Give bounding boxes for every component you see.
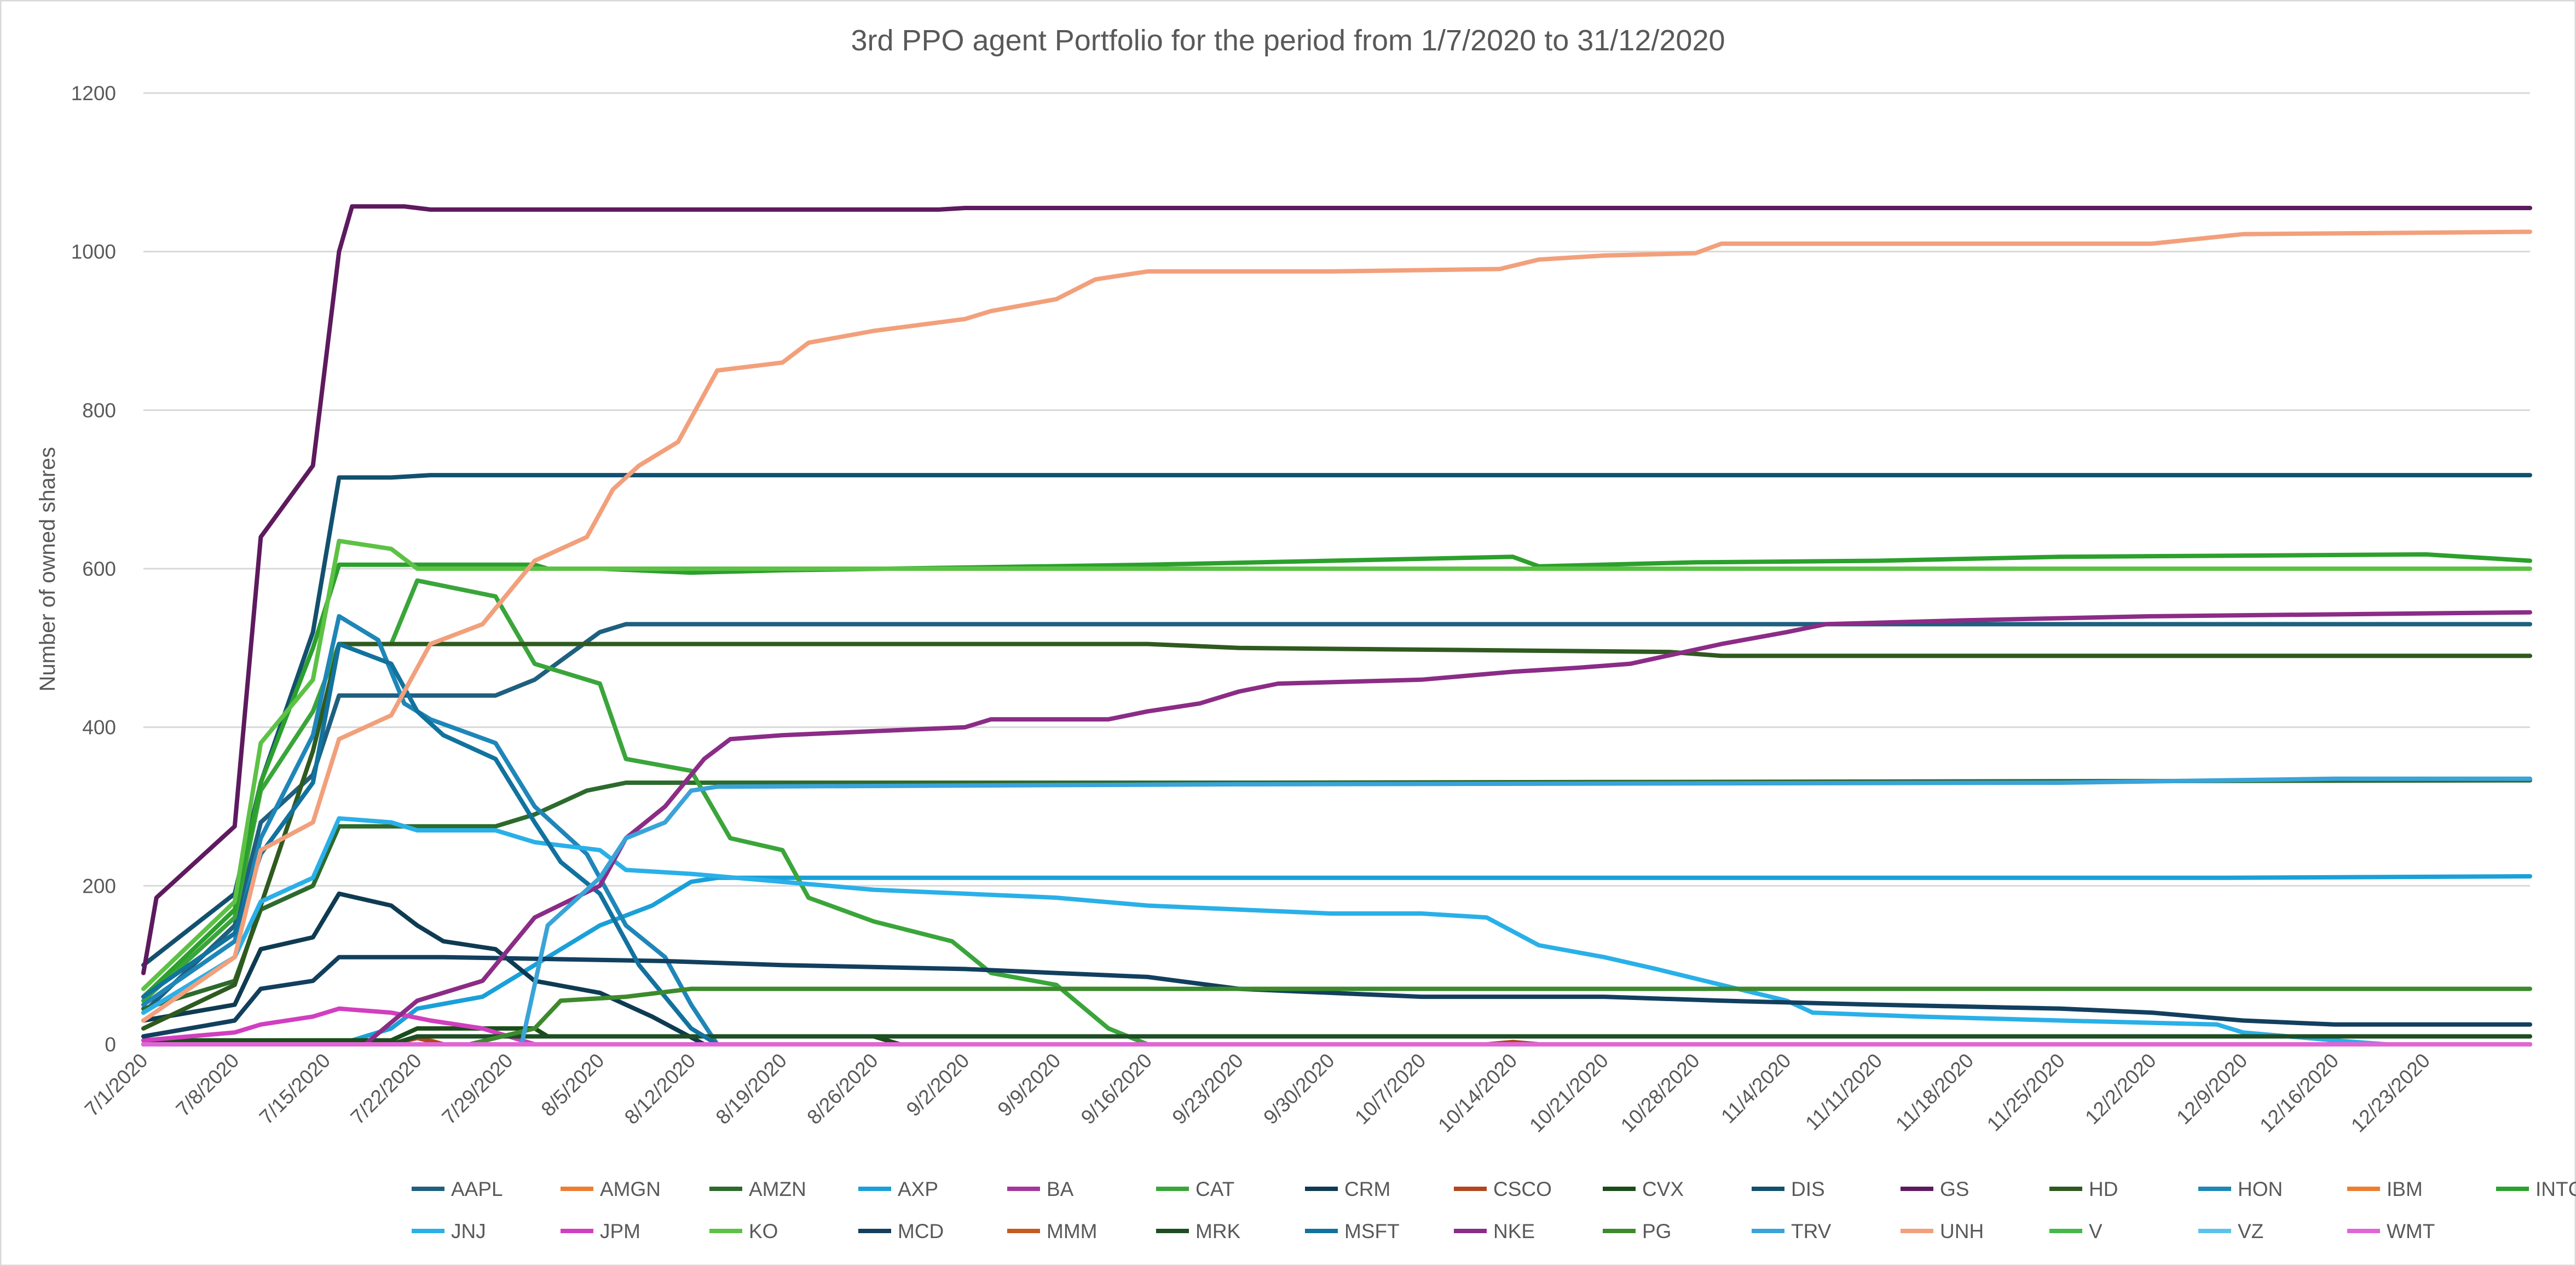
legend-item-mcd: MCD — [858, 1220, 944, 1242]
y-tick-label: 600 — [82, 558, 116, 580]
series-line-crm — [141, 891, 2532, 1047]
legend-item-mmm: MMM — [1007, 1220, 1097, 1242]
legend-label: CAT — [1195, 1178, 1234, 1200]
legend-label: BA — [1047, 1178, 1074, 1200]
legend-item-ba: BA — [1007, 1178, 1074, 1200]
series-line-unh — [141, 229, 2532, 1023]
legend-item-hon: HON — [2198, 1178, 2283, 1200]
series-line-intc — [141, 552, 2532, 999]
series-line-aapl — [141, 622, 2532, 1015]
legend-label: PG — [1642, 1220, 1671, 1242]
legend-item-dis: DIS — [1752, 1178, 1825, 1200]
legend-item-vz: VZ — [2198, 1220, 2263, 1242]
legend: AAPL AMGN AMZN AXP BA CAT CRM CSCO CVX DIS GS HD HON… — [412, 1178, 2576, 1242]
legend-label: MMM — [1047, 1220, 1097, 1242]
series-line-jnj — [141, 816, 2532, 1047]
legend-item-jpm: JPM — [561, 1220, 640, 1242]
legend-item-csco: CSCO — [1454, 1178, 1552, 1200]
series-line-hon — [141, 614, 2532, 1047]
legend-label: IBM — [2387, 1178, 2423, 1200]
legend-label: DIS — [1791, 1178, 1825, 1200]
legend-label: GS — [1940, 1178, 1969, 1200]
series-line-msft — [141, 641, 2532, 1047]
legend-label: INTC — [2535, 1178, 2576, 1200]
legend-item-axp: AXP — [858, 1178, 938, 1200]
series-lines — [141, 204, 2532, 1047]
legend-item-amzn: AMZN — [709, 1178, 806, 1200]
legend-item-ko: KO — [709, 1220, 778, 1242]
y-tick-label: 800 — [82, 399, 116, 421]
legend-label: CRM — [1344, 1178, 1390, 1200]
legend-item-gs: GS — [1901, 1178, 1969, 1200]
legend-label: AMZN — [749, 1178, 806, 1200]
legend-label: KO — [749, 1220, 778, 1242]
legend-item-ibm: IBM — [2347, 1178, 2423, 1200]
legend-item-cat: CAT — [1156, 1178, 1234, 1200]
legend-label: VZ — [2238, 1220, 2263, 1242]
legend-label: NKE — [1493, 1220, 1535, 1242]
legend-label: UNH — [1940, 1220, 1984, 1242]
y-tick-labels: 0 200 400 600 800 1000 1200 — [71, 82, 116, 1056]
series-line-mcd — [141, 955, 2532, 1039]
legend-label: WMT — [2387, 1220, 2435, 1242]
y-axis-label: Number of owned shares — [36, 447, 60, 692]
legend-item-hd: HD — [2049, 1178, 2118, 1200]
legend-item-nke: NKE — [1454, 1220, 1535, 1242]
legend-label: JPM — [600, 1220, 640, 1242]
legend-item-intc: INTC — [2496, 1178, 2576, 1200]
y-tick-label: 1000 — [71, 241, 116, 263]
y-tick-label: 400 — [82, 716, 116, 739]
legend-item-wmt: WMT — [2347, 1220, 2435, 1242]
legend-label: HON — [2238, 1178, 2283, 1200]
legend-label: MCD — [898, 1220, 944, 1242]
legend-item-unh: UNH — [1901, 1220, 1984, 1242]
y-tick-label: 1200 — [71, 82, 116, 105]
legend-item-v: V — [2049, 1220, 2103, 1242]
legend-label: HD — [2089, 1178, 2118, 1200]
legend-label: CSCO — [1493, 1178, 1552, 1200]
legend-item-mrk: MRK — [1156, 1220, 1241, 1242]
legend-label: MRK — [1195, 1220, 1241, 1242]
legend-label: AMGN — [600, 1178, 661, 1200]
series-line-hd — [141, 641, 2532, 1031]
legend-item-msft: MSFT — [1305, 1220, 1400, 1242]
chart-title: 3rd PPO agent Portfolio for the period f… — [851, 24, 1725, 57]
series-line-ko — [141, 539, 2532, 991]
series-line-trv — [141, 776, 2532, 1047]
series-line-gs — [141, 204, 2532, 975]
legend-label: TRV — [1791, 1220, 1832, 1242]
legend-item-trv: TRV — [1752, 1220, 1832, 1242]
legend-label: AXP — [898, 1178, 938, 1200]
y-tick-label: 0 — [105, 1033, 116, 1056]
legend-label: MSFT — [1344, 1220, 1400, 1242]
legend-label: V — [2089, 1220, 2103, 1242]
legend-item-cvx: CVX — [1603, 1178, 1684, 1200]
legend-item-aapl: AAPL — [412, 1178, 503, 1200]
legend-label: JNJ — [451, 1220, 486, 1242]
legend-label: CVX — [1642, 1178, 1684, 1200]
legend-item-jnj: JNJ — [412, 1220, 486, 1242]
legend-item-pg: PG — [1603, 1220, 1671, 1242]
y-tick-label: 200 — [82, 875, 116, 897]
legend-label: AAPL — [451, 1178, 503, 1200]
legend-item-amgn: AMGN — [561, 1178, 661, 1200]
legend-item-crm: CRM — [1305, 1178, 1390, 1200]
